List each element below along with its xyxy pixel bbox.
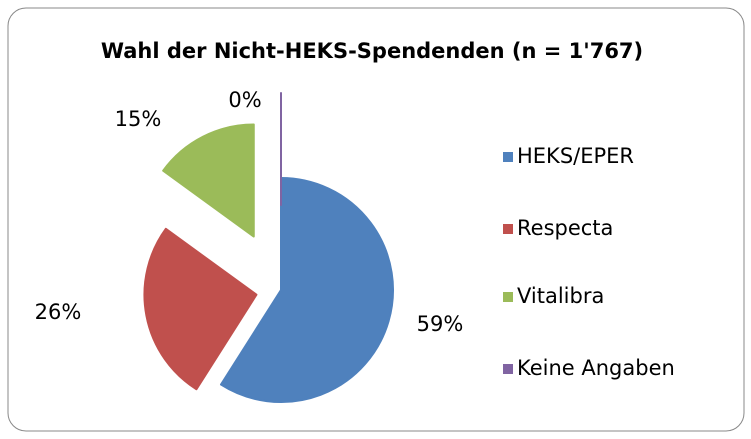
data-label: 0% [228, 88, 261, 112]
data-label: 26% [35, 300, 82, 324]
legend-swatch [503, 292, 513, 302]
legend-swatch [503, 364, 513, 374]
legend-swatch [503, 152, 513, 162]
pie-slice [143, 227, 258, 391]
pie-slice [162, 123, 255, 238]
legend-swatch [503, 224, 513, 234]
legend-label: HEKS/EPER [517, 144, 634, 168]
legend-label: Respecta [517, 216, 613, 240]
chart-title: Wahl der Nicht-HEKS-Spendenden (n = 1'76… [101, 39, 643, 63]
pie-slice [219, 177, 394, 403]
data-label: 59% [417, 312, 464, 336]
legend-label: Keine Angaben [517, 356, 675, 380]
data-label: 15% [115, 107, 162, 131]
legend-label: Vitalibra [517, 284, 604, 308]
